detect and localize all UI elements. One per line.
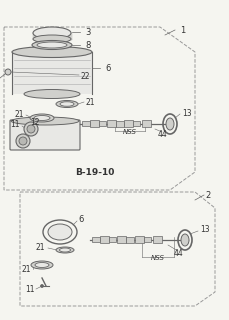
Text: 6: 6 <box>78 215 83 225</box>
Bar <box>133 121 140 126</box>
Bar <box>153 236 162 243</box>
Ellipse shape <box>11 117 79 125</box>
Text: 8: 8 <box>85 41 90 50</box>
FancyBboxPatch shape <box>10 120 80 150</box>
Text: 3: 3 <box>85 28 90 36</box>
Ellipse shape <box>56 100 78 108</box>
Bar <box>135 236 144 243</box>
Text: 6: 6 <box>105 63 110 73</box>
Ellipse shape <box>60 102 74 106</box>
Text: 22: 22 <box>80 71 90 81</box>
Circle shape <box>5 69 11 75</box>
Bar <box>12 52 92 94</box>
Bar <box>126 237 134 243</box>
Text: 21: 21 <box>35 243 45 252</box>
Bar <box>124 120 133 127</box>
Text: 11: 11 <box>25 285 35 294</box>
Text: NSS: NSS <box>151 255 165 261</box>
Text: 13: 13 <box>200 226 210 235</box>
Ellipse shape <box>34 116 50 121</box>
Circle shape <box>27 125 35 133</box>
Text: 12: 12 <box>30 117 40 126</box>
Ellipse shape <box>60 248 71 252</box>
Ellipse shape <box>181 234 189 246</box>
Circle shape <box>24 122 38 136</box>
Text: 13: 13 <box>182 108 192 117</box>
Ellipse shape <box>33 27 71 39</box>
Bar <box>144 237 151 242</box>
Ellipse shape <box>37 42 67 48</box>
Bar <box>109 237 116 242</box>
Bar <box>92 237 100 242</box>
Ellipse shape <box>33 35 71 43</box>
Bar <box>100 236 109 243</box>
Circle shape <box>41 284 44 287</box>
Ellipse shape <box>56 247 74 253</box>
Ellipse shape <box>166 118 174 130</box>
Text: 21: 21 <box>21 266 31 275</box>
Text: 21: 21 <box>85 98 95 107</box>
Bar <box>82 121 90 126</box>
Ellipse shape <box>24 90 80 99</box>
Text: 44: 44 <box>173 249 183 258</box>
Text: 21: 21 <box>14 109 24 118</box>
Text: 2: 2 <box>205 190 211 199</box>
Text: 44: 44 <box>157 130 167 139</box>
Text: 1: 1 <box>180 26 186 35</box>
Text: NSS: NSS <box>123 129 137 135</box>
Bar <box>142 120 151 127</box>
Ellipse shape <box>48 224 72 240</box>
Bar <box>107 120 116 127</box>
Ellipse shape <box>12 46 92 58</box>
Ellipse shape <box>31 261 53 269</box>
Bar <box>90 120 99 127</box>
Ellipse shape <box>30 114 54 122</box>
Text: B-19-10: B-19-10 <box>75 167 115 177</box>
Ellipse shape <box>32 41 72 50</box>
Circle shape <box>19 137 27 145</box>
Bar <box>117 236 126 243</box>
Bar <box>99 121 106 126</box>
Bar <box>116 121 124 127</box>
Circle shape <box>16 134 30 148</box>
Text: 11: 11 <box>10 119 20 129</box>
Ellipse shape <box>35 262 49 268</box>
